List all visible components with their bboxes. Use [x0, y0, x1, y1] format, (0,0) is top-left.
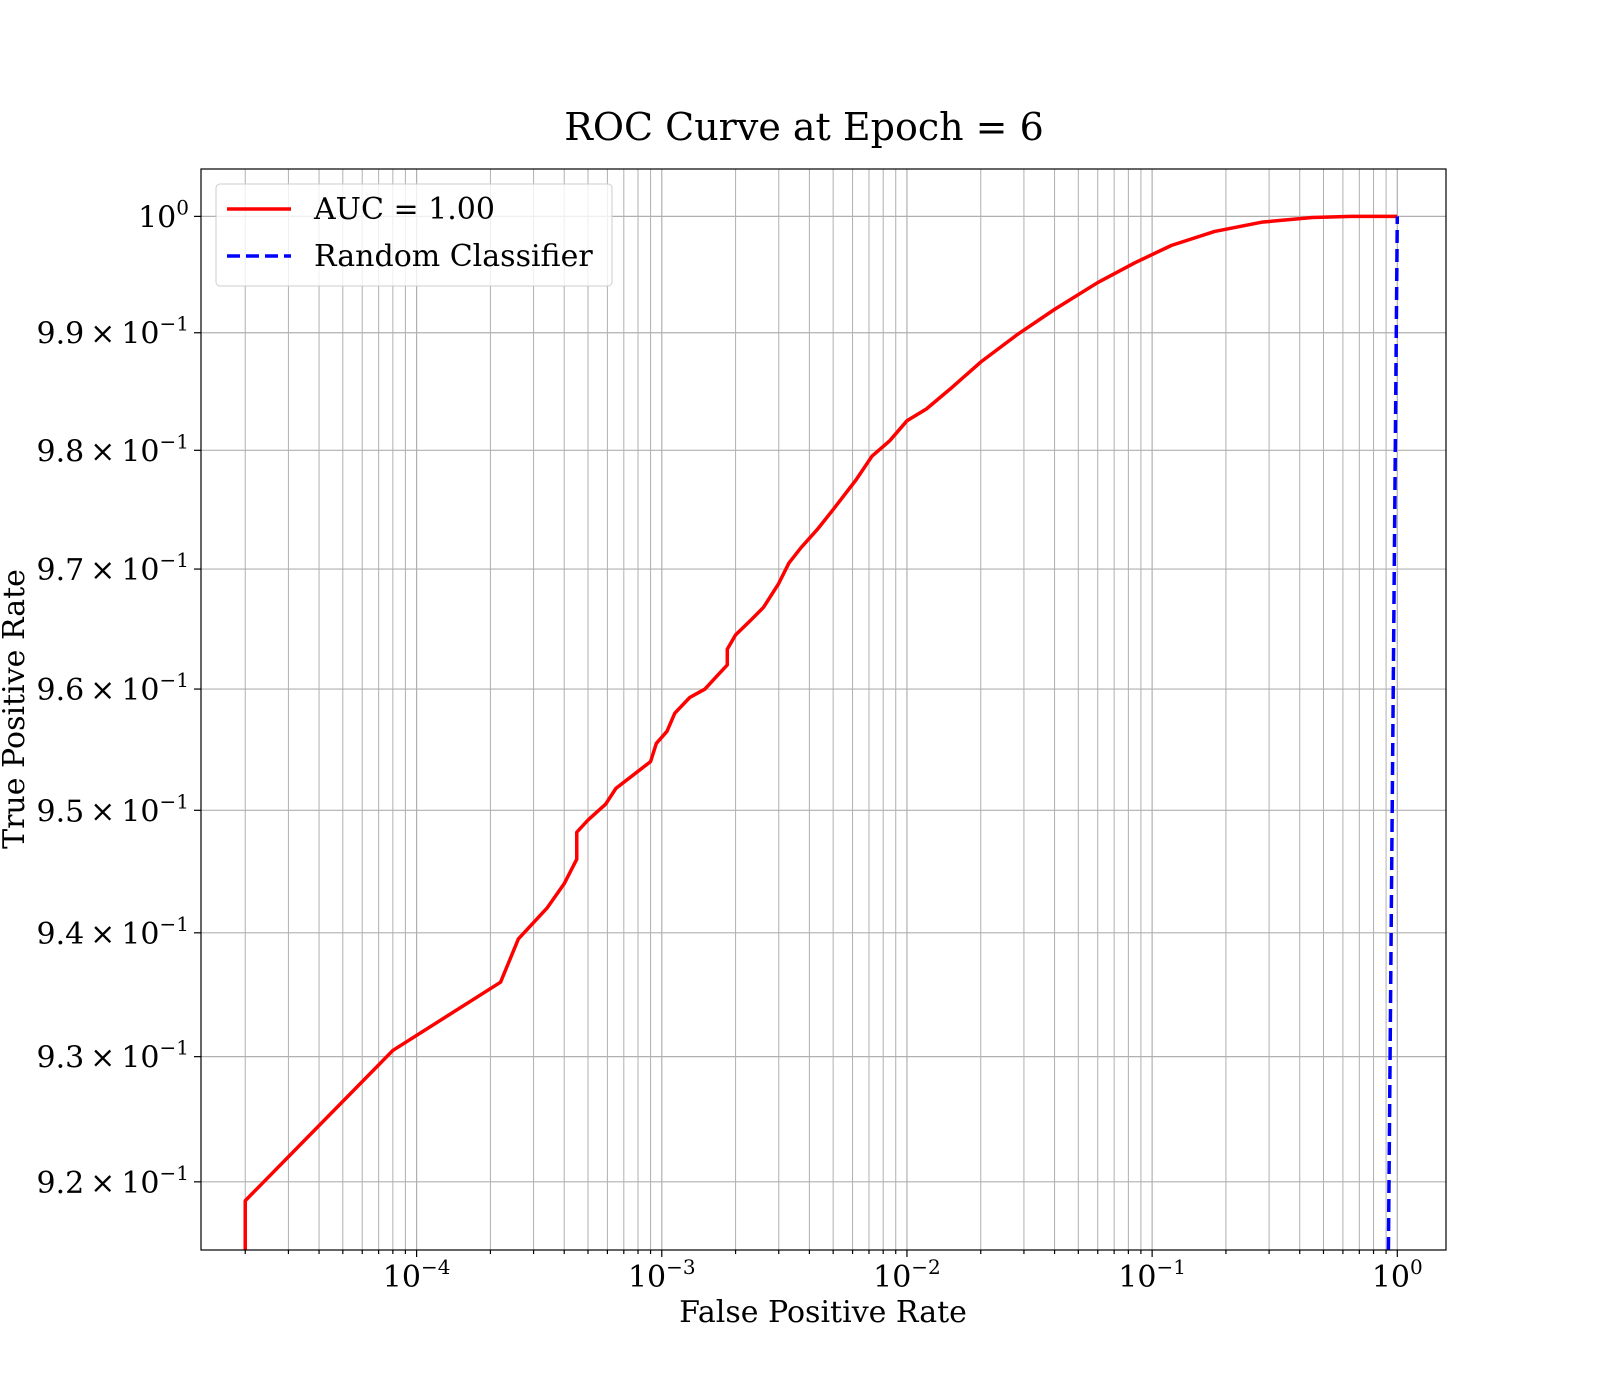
legend-box [215, 183, 613, 287]
legend: AUC = 1.00 Random Classifier [215, 183, 613, 287]
x-tick-label: 10−3 [628, 1255, 696, 1295]
legend-label-random: Random Classifier [314, 239, 593, 274]
y-tick-label: 9.5 × 10−1 [36, 789, 189, 829]
chart-title: ROC Curve at Epoch = 6 [564, 105, 1044, 149]
x-axis-label: False Positive Rate [679, 1295, 967, 1330]
y-tick-label: 100 [138, 195, 189, 235]
series-layer [243, 214, 1400, 1251]
y-tick-label: 9.4 × 10−1 [36, 912, 189, 952]
legend-label-roc: AUC = 1.00 [313, 192, 495, 227]
y-ticks: 100 9.9 × 10−1 9.8 × 10−1 9.7 × 10−1 9.6 × 1… [36, 195, 201, 1201]
x-tick-label: 10−2 [873, 1255, 941, 1295]
y-axis-label: True Positive Rate [0, 569, 32, 849]
y-tick-label: 9.9 × 10−1 [36, 312, 189, 352]
x-tick-label: 100 [1372, 1255, 1423, 1295]
roc-curve-line [243, 214, 1398, 1250]
y-tick-label: 9.3 × 10−1 [36, 1036, 189, 1076]
plot-frame [200, 168, 1447, 1251]
grid [201, 169, 1446, 1250]
y-tick-label: 9.7 × 10−1 [36, 548, 189, 588]
y-tick-label: 9.8 × 10−1 [36, 429, 189, 469]
x-tick-label: 10−4 [383, 1255, 451, 1295]
x-tick-label: 10−1 [1118, 1255, 1186, 1295]
y-tick-label: 9.2 × 10−1 [36, 1161, 189, 1201]
x-ticks: 10−4 10−3 10−2 10−1 100 [244, 1250, 1423, 1295]
random-classifier-line [1386, 216, 1400, 1251]
y-tick-label: 9.6 × 10−1 [36, 668, 189, 708]
